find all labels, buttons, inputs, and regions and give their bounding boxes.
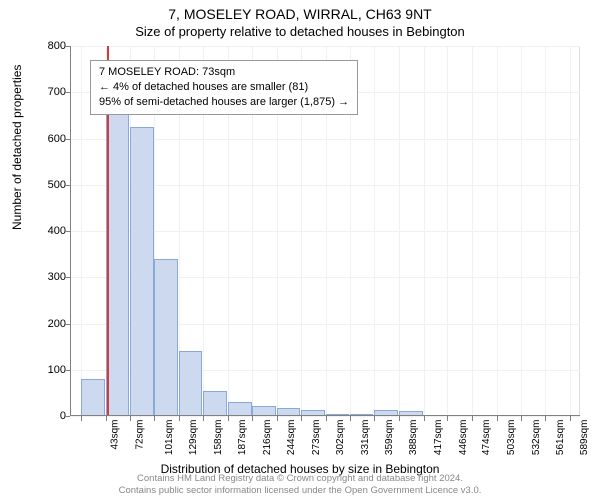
x-tick-label: 561sqm: [555, 420, 566, 456]
x-tick-mark: [447, 416, 448, 421]
x-tick-label: 532sqm: [531, 420, 542, 456]
x-tick-label: 244sqm: [286, 420, 297, 456]
x-tick-mark: [521, 416, 522, 421]
gridline-v: [521, 46, 522, 416]
x-tick-label: 101sqm: [164, 420, 175, 456]
x-tick-mark: [472, 416, 473, 421]
footer-line-2: Contains public sector information licen…: [0, 485, 600, 497]
x-tick-label: 72sqm: [134, 420, 145, 450]
gridline-v: [497, 46, 498, 416]
histogram-bar: [154, 259, 178, 416]
x-tick-mark: [154, 416, 155, 421]
histogram-bar: [81, 379, 105, 416]
x-tick-mark: [399, 416, 400, 421]
y-tick-label: 600: [48, 133, 66, 145]
gridline-v: [472, 46, 473, 416]
gridline-v: [570, 46, 571, 416]
y-tick-label: 200: [48, 318, 66, 330]
gridline-v: [374, 46, 375, 416]
gridline-v: [545, 46, 546, 416]
histogram-bar: [130, 127, 154, 416]
x-axis-line: [70, 415, 580, 416]
y-tick-label: 700: [48, 86, 66, 98]
x-tick-mark: [424, 416, 425, 421]
y-tick-label: 400: [48, 225, 66, 237]
infobox-line-3: 95% of semi-detached houses are larger (…: [99, 95, 349, 110]
chart-container: 7, MOSELEY ROAD, WIRRAL, CH63 9NT Size o…: [0, 0, 600, 500]
y-axis-line: [70, 46, 71, 416]
info-annotation-box: 7 MOSELEY ROAD: 73sqm ← 4% of detached h…: [90, 60, 358, 115]
y-tick-label: 800: [48, 40, 66, 52]
x-tick-label: 216sqm: [262, 420, 273, 456]
x-tick-label: 158sqm: [213, 420, 224, 456]
x-tick-mark: [350, 416, 351, 421]
histogram-bar: [179, 351, 203, 416]
x-tick-label: 474sqm: [481, 420, 492, 456]
x-tick-mark: [497, 416, 498, 421]
x-tick-label: 273sqm: [311, 420, 322, 456]
x-tick-mark: [570, 416, 571, 421]
y-tick-mark: [65, 416, 70, 417]
x-tick-label: 129sqm: [188, 420, 199, 456]
x-tick-label: 503sqm: [506, 420, 517, 456]
x-tick-mark: [179, 416, 180, 421]
y-tick-label: 300: [48, 271, 66, 283]
x-tick-mark: [106, 416, 107, 421]
x-tick-mark: [130, 416, 131, 421]
x-tick-mark: [545, 416, 546, 421]
gridline-v: [447, 46, 448, 416]
footer-attribution: Contains HM Land Registry data © Crown c…: [0, 473, 600, 497]
infobox-line-2: ← 4% of detached houses are smaller (81): [99, 80, 349, 95]
x-tick-mark: [374, 416, 375, 421]
x-tick-mark: [301, 416, 302, 421]
chart-title: 7, MOSELEY ROAD, WIRRAL, CH63 9NT: [0, 0, 600, 22]
x-tick-label: 302sqm: [335, 420, 346, 456]
gridline-v: [81, 46, 82, 416]
footer-line-1: Contains HM Land Registry data © Crown c…: [0, 473, 600, 485]
x-tick-label: 589sqm: [579, 420, 590, 456]
histogram-bar: [228, 402, 252, 416]
x-tick-label: 388sqm: [408, 420, 419, 456]
x-tick-mark: [277, 416, 278, 421]
y-tick-label: 100: [48, 364, 66, 376]
x-tick-label: 359sqm: [384, 420, 395, 456]
x-tick-mark: [203, 416, 204, 421]
x-tick-label: 43sqm: [110, 420, 121, 450]
y-tick-label: 500: [48, 179, 66, 191]
x-tick-label: 446sqm: [458, 420, 469, 456]
x-tick-label: 417sqm: [433, 420, 444, 456]
x-tick-label: 187sqm: [238, 420, 249, 456]
chart-subtitle: Size of property relative to detached ho…: [0, 22, 600, 39]
histogram-bar: [106, 92, 130, 416]
y-tick-labels: 0100200300400500600700800: [0, 46, 70, 416]
x-tick-mark: [228, 416, 229, 421]
x-tick-mark: [326, 416, 327, 421]
infobox-line-1: 7 MOSELEY ROAD: 73sqm: [99, 65, 349, 80]
x-tick-label: 331sqm: [360, 420, 371, 456]
gridline-v: [399, 46, 400, 416]
x-tick-mark: [81, 416, 82, 421]
gridline-v: [424, 46, 425, 416]
histogram-bar: [203, 391, 227, 416]
x-tick-mark: [252, 416, 253, 421]
